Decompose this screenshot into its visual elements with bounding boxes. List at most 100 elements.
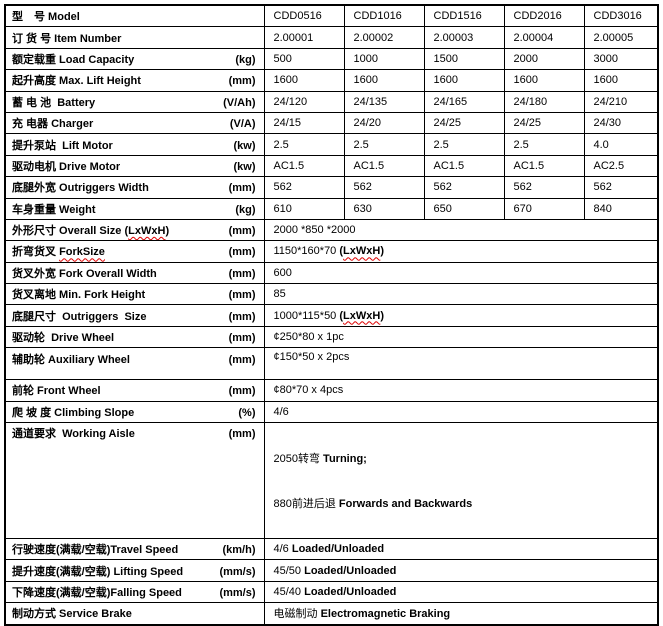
- row-label-cell: 车身重量 Weight (kg): [4, 197, 265, 220]
- row-load-capacity: 额定载重 Load Capacity (kg) 500 1000 1500 20…: [4, 47, 659, 71]
- row-label-cell: 爬 坡 度 Climbing Slope (%): [4, 400, 265, 424]
- row-unit: (kw): [233, 160, 256, 173]
- cell-falling-speed: 45/40 Loaded/Unloaded: [263, 580, 659, 604]
- row-max-lift-height: 起升高度 Max. Lift Height (mm) 1600 1600 160…: [4, 69, 659, 92]
- row-label-cell: 货叉外宽 Fork Overall Width (mm): [4, 261, 265, 285]
- cell: 2.00002: [343, 26, 425, 49]
- row-label: 外形尺寸 Overall Size (LxWxH): [12, 222, 169, 238]
- row-label: 前轮 Front Wheel: [12, 385, 101, 398]
- row-unit: (kw): [233, 139, 256, 152]
- row-label-cell: 前轮 Front Wheel (mm): [4, 379, 265, 402]
- cell: AC2.5: [583, 154, 659, 178]
- row-battery: 蓄 电 池 Battery (V/Ah) 24/120 24/135 24/16…: [4, 90, 659, 113]
- cell: 24/25: [503, 111, 585, 135]
- row-front-wheel: 前轮 Front Wheel (mm) ¢80*70 x 4pcs: [4, 379, 659, 402]
- row-label: 货叉离地 Min. Fork Height: [12, 289, 146, 302]
- row-label: 下降速度(满载/空载)Falling Speed: [12, 587, 182, 599]
- value-text: 前进后退: [291, 497, 339, 510]
- row-label: 行驶速度(满载/空载)Travel Speed: [12, 544, 179, 557]
- cell-outriggers-size: 1000*115*50 (LxWxH): [263, 304, 659, 327]
- value-text: 1150*160*70: [273, 245, 340, 258]
- cell: 4.0: [583, 133, 659, 156]
- row-label: 底腿尺寸 Outriggers Size: [12, 310, 147, 323]
- value-text: Loaded/Unloaded: [304, 586, 397, 598]
- row-lift-motor: 提升泵站 Lift Motor (kw) 2.5 2.5 2.5 2.5 4.0: [4, 133, 659, 156]
- cell: 1600: [583, 69, 659, 92]
- cell: 610: [263, 197, 345, 220]
- cell-travel-speed: 4/6 Loaded/Unloaded: [263, 538, 659, 561]
- cell: 1600: [343, 69, 425, 92]
- row-auxiliary-wheel: 辅助轮 Auxiliary Wheel (mm) ¢150*50 x 2pcs: [4, 347, 659, 381]
- cell: 562: [423, 176, 505, 199]
- model-cdd2016: CDD2016: [503, 4, 585, 28]
- row-unit: (mm): [228, 385, 256, 398]
- label-text: 折弯货叉: [12, 246, 60, 259]
- row-unit: (mm): [228, 75, 256, 88]
- spec-table: 型 号 Model CDD0516 CDD1016 CDD1516 CDD201…: [4, 4, 659, 626]
- value-text: 4/6: [273, 543, 292, 556]
- value-text: Loaded/Unloaded: [291, 543, 385, 556]
- row-label: 订 货 号 Item Number: [12, 32, 122, 45]
- row-travel-speed: 行驶速度(满载/空载)Travel Speed (km/h) 4/6 Loade…: [4, 538, 659, 561]
- row-label-cell: 型 号 Model: [4, 4, 265, 28]
- model-cdd1516: CDD1516: [423, 4, 505, 28]
- cell-fork-overall-width: 600: [263, 261, 659, 285]
- row-min-fork-height: 货叉离地 Min. Fork Height (mm) 85: [4, 283, 659, 306]
- row-label: 辅助轮 Auxiliary Wheel: [12, 354, 130, 367]
- row-label-cell: 辅助轮 Auxiliary Wheel (mm): [4, 347, 265, 381]
- row-unit: (kg): [235, 53, 256, 66]
- row-drive-wheel: 驱动轮 Drive Wheel (mm) ¢250*80 x 1pc: [4, 325, 659, 349]
- cell: 1000: [343, 47, 425, 71]
- cell: AC1.5: [503, 154, 585, 178]
- model-cdd0516: CDD0516: [263, 4, 345, 28]
- row-working-aisle: 通道要求 Working Aisle (mm) 2050转弯 Turning; …: [4, 422, 659, 540]
- cell-auxiliary-wheel: ¢150*50 x 2pcs: [263, 347, 659, 381]
- row-unit: (mm/s): [219, 565, 256, 578]
- cell-working-aisle: 2050转弯 Turning; 880前进后退 Forwards and Bac…: [263, 422, 659, 540]
- row-fork-overall-width: 货叉外宽 Fork Overall Width (mm) 600: [4, 261, 659, 285]
- cell-front-wheel: ¢80*70 x 4pcs: [263, 379, 659, 402]
- row-label-cell: 驱动轮 Drive Wheel (mm): [4, 325, 265, 349]
- row-label-cell: 订 货 号 Item Number: [4, 26, 265, 49]
- row-outriggers-width: 底腿外宽 Outriggers Width (mm) 562 562 562 5…: [4, 176, 659, 199]
- cell-lifting-speed: 45/50 Loaded/Unloaded: [263, 559, 659, 582]
- cell-drive-wheel: ¢250*80 x 1pc: [263, 325, 659, 349]
- value-text: (: [339, 245, 344, 258]
- row-unit: (%): [238, 406, 256, 419]
- row-label-cell: 货叉离地 Min. Fork Height (mm): [4, 283, 265, 306]
- label-text: 外形尺寸 Overall Size (: [12, 225, 129, 238]
- row-unit: (kg): [235, 203, 256, 216]
- row-model: 型 号 Model CDD0516 CDD1016 CDD1516 CDD201…: [4, 4, 659, 28]
- row-service-brake: 制动方式 Service Brake 电磁制动 Electromagnetic …: [4, 602, 659, 626]
- model-cdd1016: CDD1016: [343, 4, 425, 28]
- label-text: ): [165, 225, 170, 238]
- cell: 2.5: [343, 133, 425, 156]
- row-drive-motor: 驱动电机 Drive Motor (kw) AC1.5 AC1.5 AC1.5 …: [4, 154, 659, 178]
- value-text: ): [380, 309, 384, 322]
- row-label: 爬 坡 度 Climbing Slope: [12, 406, 135, 419]
- row-label-cell: 提升泵站 Lift Motor (kw): [4, 133, 265, 156]
- cell: 670: [503, 197, 585, 220]
- misspelled-word: LxWxH: [343, 245, 381, 258]
- row-label-cell: 通道要求 Working Aisle (mm): [4, 422, 265, 540]
- row-label-cell: 充 电器 Charger (V/A): [4, 111, 265, 135]
- cell: 3000: [583, 47, 659, 71]
- row-unit: (V/Ah): [223, 96, 256, 109]
- cell-fork-size: 1150*160*70 (LxWxH): [263, 240, 659, 263]
- row-unit: (mm): [228, 225, 256, 238]
- row-unit: (mm): [228, 289, 256, 302]
- row-climbing-slope: 爬 坡 度 Climbing Slope (%) 4/6: [4, 400, 659, 424]
- cell: 2.5: [423, 133, 505, 156]
- row-fork-size: 折弯货叉 ForkSize (mm) 1150*160*70 (LxWxH): [4, 240, 659, 263]
- row-unit: (V/A): [229, 118, 256, 131]
- cell-service-brake: 电磁制动 Electromagnetic Braking: [263, 602, 659, 626]
- cell: 24/210: [583, 90, 659, 113]
- cell: 1600: [503, 69, 585, 92]
- value-text: 转弯: [297, 453, 324, 466]
- row-label: 型 号 Model: [12, 11, 80, 24]
- cell: 562: [503, 176, 585, 199]
- cell: 630: [343, 197, 425, 220]
- cell: AC1.5: [423, 154, 505, 178]
- row-label-cell: 底腿尺寸 Outriggers Size (mm): [4, 304, 265, 327]
- cell: 840: [583, 197, 659, 220]
